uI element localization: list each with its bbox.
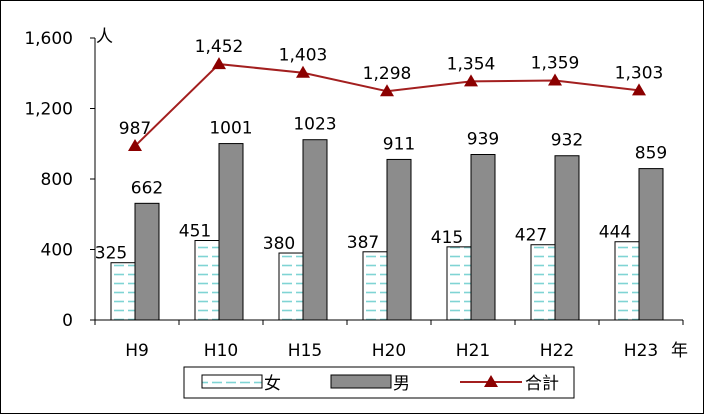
data-label-total: 1,403 xyxy=(279,46,328,66)
y-tick-label: 800 xyxy=(41,170,73,190)
y-tick-label: 1,600 xyxy=(24,29,73,49)
x-tick-label: H15 xyxy=(288,341,322,361)
data-label-male: 932 xyxy=(551,131,583,151)
data-label-female: 444 xyxy=(599,223,631,243)
bar-male xyxy=(386,158,412,321)
total-marker xyxy=(548,73,562,86)
data-label-female: 325 xyxy=(95,244,127,264)
data-label-total: 1,303 xyxy=(615,63,664,83)
data-label-total: 1,298 xyxy=(363,64,412,84)
bar-female xyxy=(614,241,640,321)
legend-swatch-male xyxy=(330,374,392,389)
data-label-male: 1023 xyxy=(293,115,336,135)
bar-male xyxy=(218,143,244,321)
data-label-total: 1,359 xyxy=(531,53,580,73)
legend-swatch-total-marker xyxy=(484,375,498,387)
data-label-female: 427 xyxy=(515,226,547,246)
x-tick-label: H20 xyxy=(372,341,406,361)
total-marker xyxy=(212,57,226,70)
total-marker xyxy=(380,84,394,97)
y-tick-label: 0 xyxy=(62,311,73,331)
bar-male xyxy=(554,155,580,321)
data-label-female: 451 xyxy=(179,222,211,242)
data-label-male: 859 xyxy=(635,144,667,164)
legend-label-total: 合計 xyxy=(525,374,559,394)
data-label-total: 987 xyxy=(119,119,151,139)
legend-label-female: 女 xyxy=(264,374,281,394)
data-label-female: 415 xyxy=(431,228,463,248)
y-tick-label: 400 xyxy=(41,241,73,261)
total-marker xyxy=(296,65,310,78)
total-marker xyxy=(464,74,478,87)
data-label-male: 939 xyxy=(467,130,499,150)
legend-label-male: 男 xyxy=(393,374,410,394)
legend-swatch-female xyxy=(201,374,263,389)
bar-male xyxy=(134,202,160,321)
legend: 女 男 合計 xyxy=(183,366,575,399)
total-marker xyxy=(128,139,142,152)
bar-female xyxy=(362,251,388,321)
total-marker xyxy=(632,83,646,96)
y-axis-unit-label: 人 xyxy=(96,27,113,47)
bar-female xyxy=(530,244,556,321)
x-tick-label: H22 xyxy=(540,341,574,361)
data-label-female: 380 xyxy=(263,234,295,254)
x-tick-label: H10 xyxy=(204,341,238,361)
bar-female xyxy=(194,240,220,321)
x-tick-label: H21 xyxy=(456,341,490,361)
data-label-total: 1,354 xyxy=(447,54,496,74)
bar-female xyxy=(110,262,136,321)
data-label-total: 1,452 xyxy=(195,37,244,57)
data-label-male: 1001 xyxy=(209,119,252,139)
bar-female xyxy=(446,246,472,321)
x-axis-unit-label: 年 xyxy=(671,341,688,361)
bar-male xyxy=(638,168,664,321)
bar-female xyxy=(278,252,304,321)
x-tick-label: H23 xyxy=(624,341,658,361)
x-tick-label: H9 xyxy=(125,341,149,361)
bar-male xyxy=(470,154,496,321)
data-label-male: 662 xyxy=(131,178,163,198)
y-tick-label: 1,200 xyxy=(24,100,73,120)
bar-male xyxy=(302,139,328,321)
data-label-female: 387 xyxy=(347,233,379,253)
data-label-male: 911 xyxy=(383,134,415,154)
